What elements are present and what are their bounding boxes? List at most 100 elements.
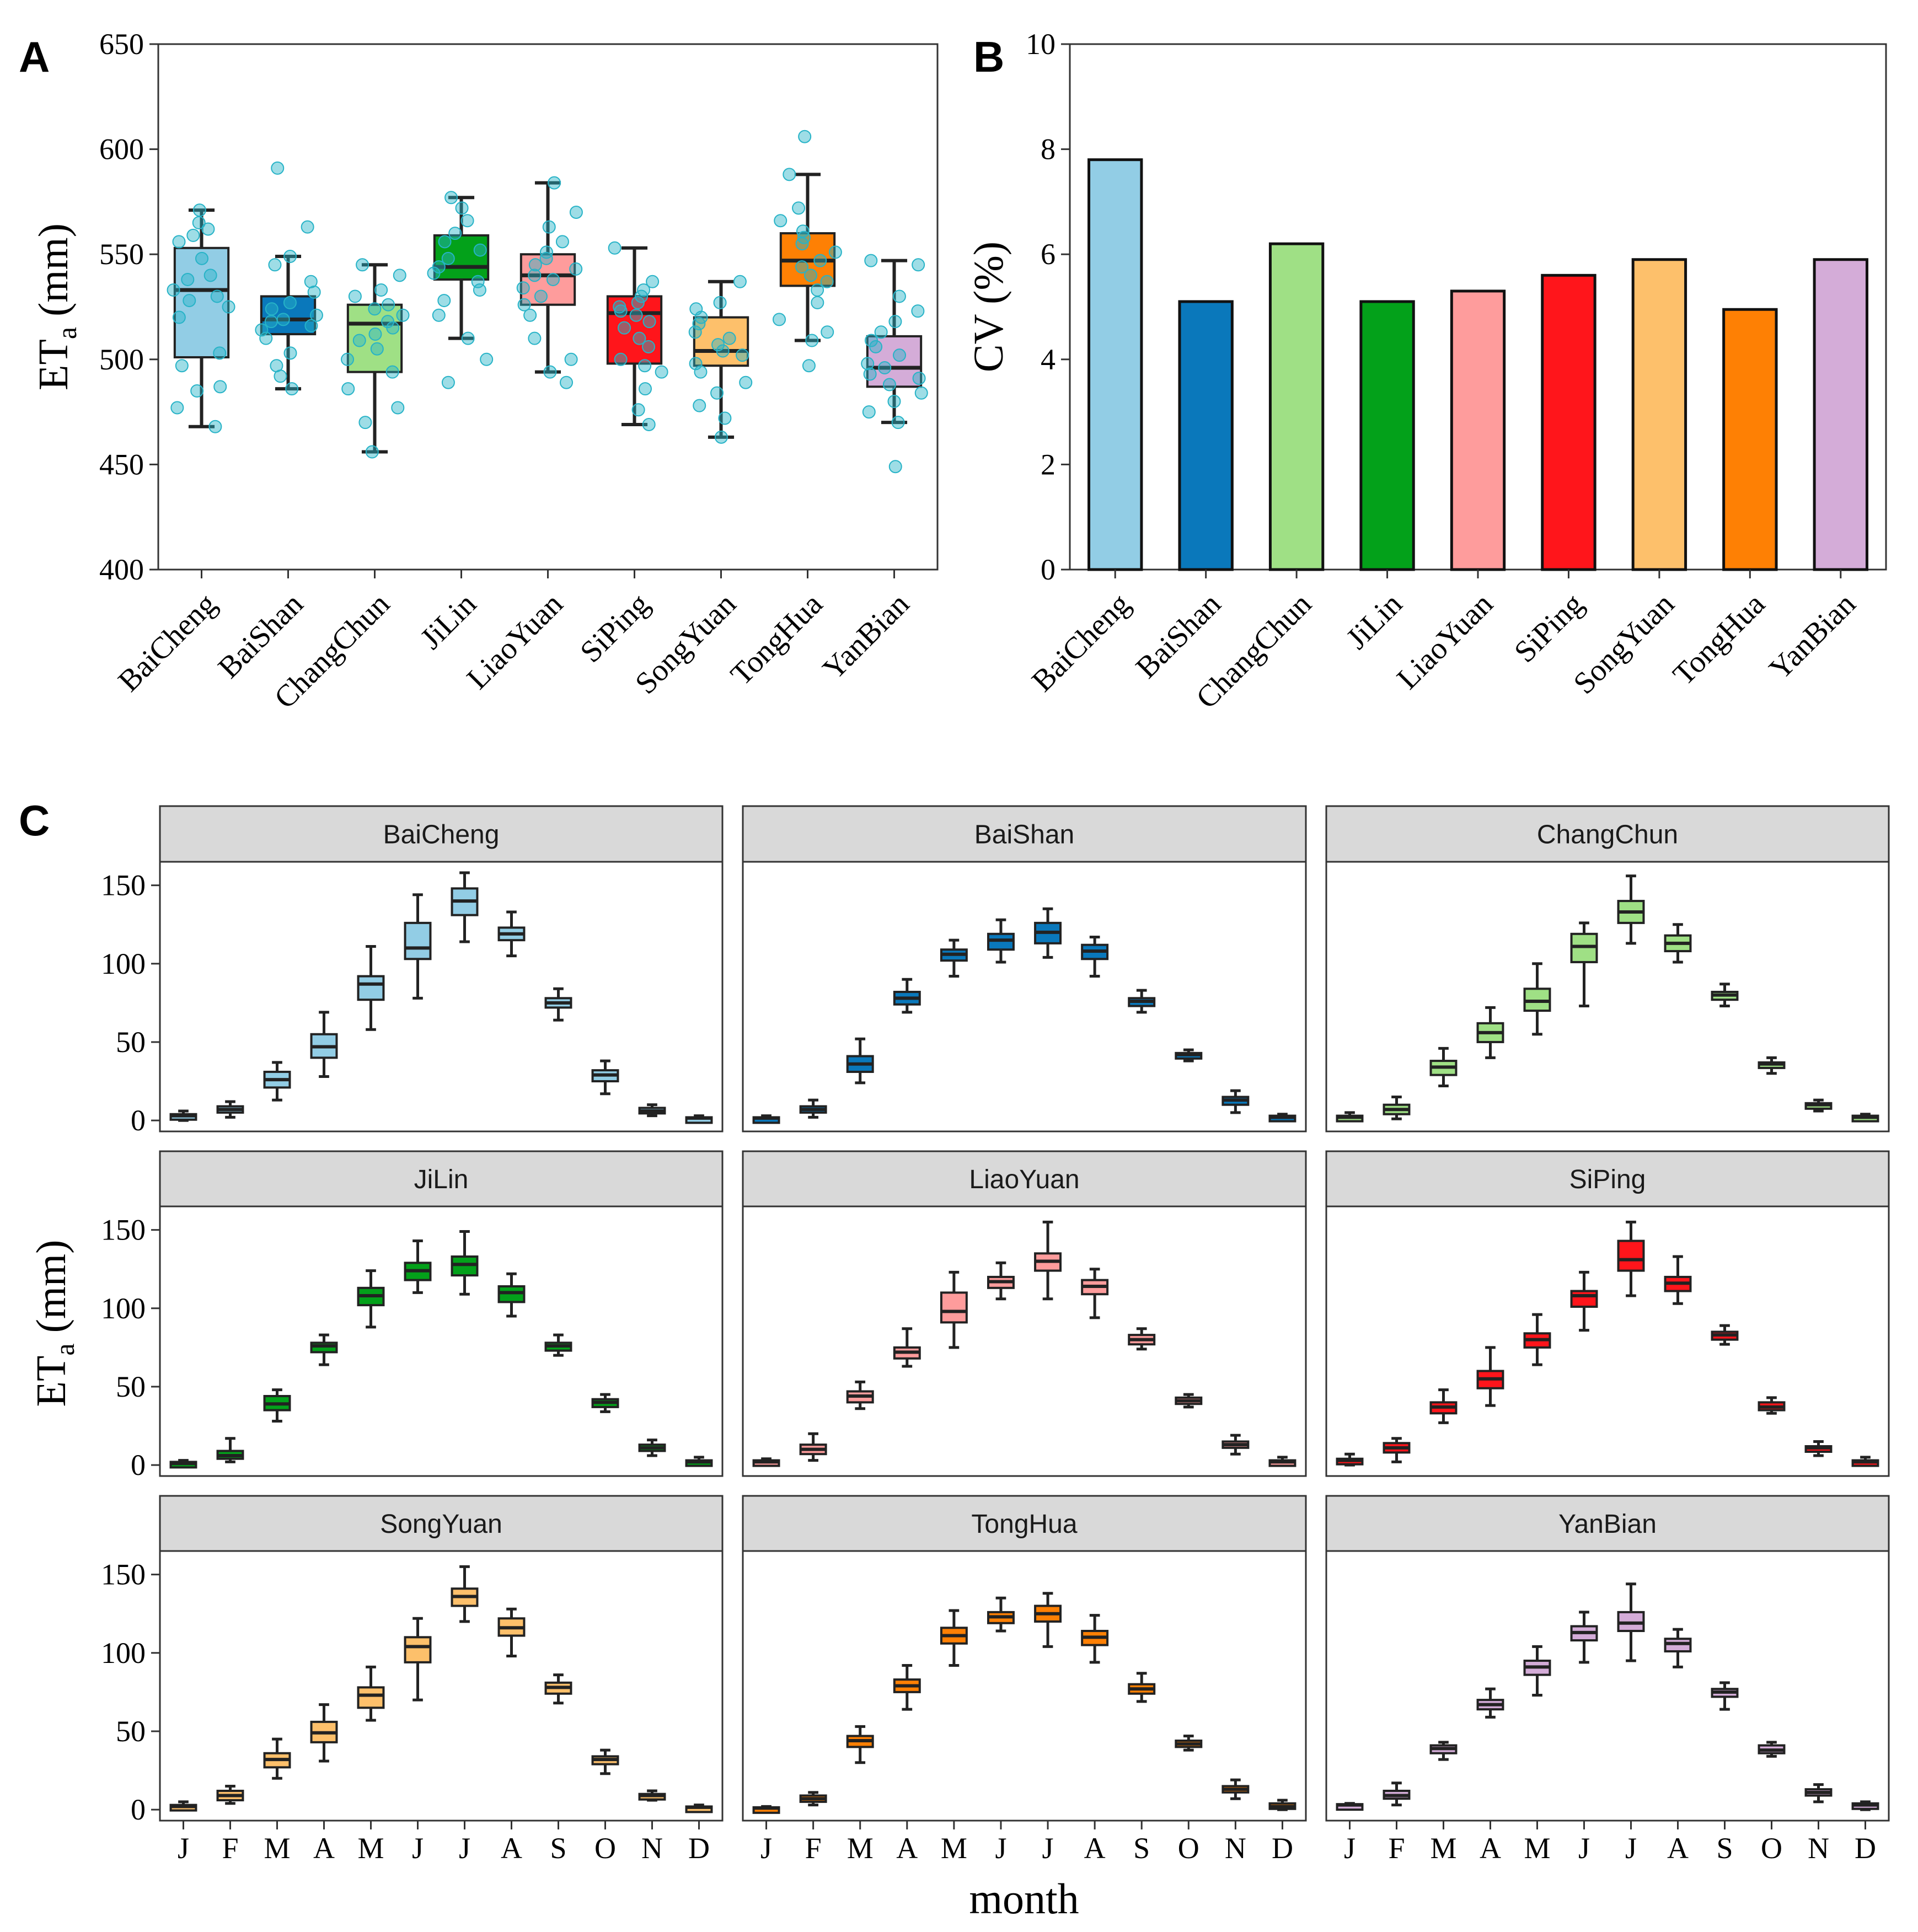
data-point	[301, 220, 314, 234]
data-point	[448, 227, 462, 240]
box-songyuan	[693, 316, 749, 367]
bar-liaoyuan	[1450, 289, 1506, 571]
data-point	[222, 300, 235, 314]
month-label: O	[1178, 1832, 1199, 1865]
month-label: M	[1430, 1832, 1456, 1865]
data-point	[441, 375, 455, 389]
month-label: N	[641, 1832, 663, 1865]
y-tick-label: 8	[1041, 133, 1056, 166]
data-point	[192, 203, 206, 217]
data-point	[798, 130, 812, 143]
data-point	[629, 308, 643, 322]
data-point	[887, 395, 901, 409]
data-point	[539, 245, 553, 259]
y-tick-label: 0	[131, 1793, 146, 1826]
y-tick-label: 150	[101, 1214, 146, 1247]
bar-siping	[1541, 273, 1596, 571]
data-point	[736, 348, 749, 362]
bar-jilin	[1359, 300, 1415, 571]
month-label: D	[1855, 1832, 1876, 1865]
month-label: J	[1344, 1832, 1356, 1865]
panel-label-c: C	[19, 796, 50, 845]
data-point	[265, 302, 278, 316]
y-tick-label: 2	[1041, 448, 1056, 481]
data-point	[796, 224, 810, 238]
data-point	[283, 346, 297, 360]
data-point	[714, 430, 728, 444]
facet-title: YanBian	[1558, 1510, 1657, 1539]
month-label: A	[501, 1832, 522, 1865]
data-point	[396, 308, 410, 322]
data-point	[441, 251, 455, 265]
data-point	[172, 235, 186, 249]
facet-title: SongYuan	[380, 1510, 502, 1539]
facet-plot-area	[742, 1550, 1307, 1822]
y-axis-title-c: ETa (mm)	[28, 1240, 80, 1407]
month-label: J	[459, 1832, 470, 1865]
y-tick-label: 500	[99, 343, 144, 376]
data-point	[264, 315, 278, 329]
month-box	[357, 1686, 385, 1709]
data-point	[892, 289, 906, 303]
facet-title: LiaoYuan	[969, 1165, 1079, 1194]
data-point	[718, 411, 732, 425]
y-axis-title-unit: (mm)	[28, 1240, 74, 1344]
data-point	[255, 323, 269, 337]
month-label: A	[1084, 1832, 1106, 1865]
data-point	[170, 401, 184, 415]
month-label: M	[264, 1832, 290, 1865]
facet-plot-area	[1325, 1205, 1890, 1477]
facet-strip	[1325, 1495, 1890, 1552]
x-axis-title-month: month	[969, 1875, 1079, 1923]
month-label: J	[995, 1832, 1006, 1865]
y-tick-label: 650	[99, 28, 144, 61]
data-point	[210, 289, 224, 303]
data-point	[365, 445, 379, 459]
data-point	[528, 258, 542, 272]
data-point	[811, 283, 824, 297]
y-tick-label: 450	[99, 448, 144, 481]
y-tick-label: 4	[1041, 343, 1056, 376]
data-point	[893, 348, 907, 362]
data-point	[271, 161, 285, 175]
facet-strip	[742, 1495, 1307, 1552]
month-label: D	[688, 1832, 710, 1865]
data-point	[911, 304, 925, 318]
facet-title: ChangChun	[1537, 820, 1678, 850]
data-point	[437, 294, 451, 308]
data-point	[270, 359, 283, 373]
y-tick-label: 0	[1041, 553, 1056, 586]
facet-plot-area	[742, 1205, 1307, 1477]
y-axis-title-a: ETa (mm)	[30, 223, 82, 390]
y-tick-label: 10	[1026, 28, 1056, 61]
data-point	[517, 298, 531, 312]
facet-siping: SiPing	[1325, 1150, 1890, 1477]
y-tick-label: 150	[101, 869, 146, 902]
y-tick-label: 50	[116, 1026, 146, 1059]
month-label: S	[1133, 1832, 1150, 1865]
data-point	[432, 308, 446, 322]
data-point	[655, 365, 668, 379]
month-box	[404, 1636, 432, 1663]
data-point	[646, 275, 660, 288]
data-point	[208, 420, 222, 433]
data-point	[192, 216, 206, 230]
y-tick-label: 550	[99, 238, 144, 271]
data-point	[864, 254, 878, 267]
data-point	[713, 296, 727, 309]
month-label: J	[760, 1832, 772, 1865]
month-label: F	[1388, 1832, 1405, 1865]
data-point	[864, 334, 878, 347]
month-label: A	[896, 1832, 918, 1865]
y-tick-label: 400	[99, 553, 144, 586]
data-point	[633, 331, 646, 345]
data-point	[638, 382, 652, 396]
data-point	[637, 283, 651, 297]
data-point	[555, 235, 569, 249]
y-axis-title-sub: a	[51, 327, 82, 339]
data-point	[912, 372, 926, 385]
facet-plot-area	[159, 861, 724, 1133]
data-point	[820, 275, 834, 288]
data-point	[528, 269, 542, 282]
bar-tonghua	[1722, 308, 1778, 571]
